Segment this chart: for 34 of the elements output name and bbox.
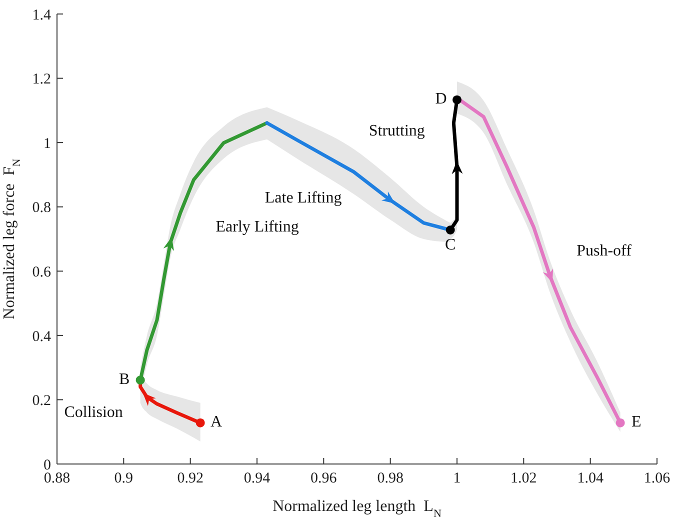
- x-tick-label: 1.02: [510, 470, 537, 487]
- y-tick-label: 1: [44, 136, 51, 152]
- y-tick-label: 0.2: [32, 393, 51, 410]
- x-axis-title: Normalized leg length L$_{N}$: [272, 498, 442, 520]
- y-tick-label: 0: [44, 457, 51, 474]
- x-tick-label: 1.04: [577, 470, 604, 487]
- annotation: B: [118, 370, 130, 388]
- annotation: Push-off: [576, 242, 632, 260]
- x-tick-label: 1: [453, 470, 461, 487]
- y-tick-label: 1.2: [32, 72, 51, 88]
- x-tick-label: 0.94: [244, 470, 271, 487]
- annotation: Early Lifting: [216, 218, 299, 236]
- annotation: E: [631, 414, 642, 431]
- annotation: Late Lifting: [264, 190, 342, 207]
- annotation: A: [210, 414, 223, 431]
- point: [136, 376, 145, 385]
- point: [452, 95, 462, 104]
- point: [446, 226, 455, 234]
- x-tick-label: 0.98: [377, 470, 404, 487]
- y-tick-label: 0.4: [32, 328, 52, 345]
- y-tick-label: 1.4: [32, 7, 52, 24]
- annotation: Strutting: [368, 122, 425, 140]
- x-tick-label: 0.92: [177, 470, 204, 487]
- point: [616, 418, 625, 428]
- annotation: C: [444, 236, 456, 254]
- annotation: Collision: [64, 404, 123, 422]
- x-tick-label: 0.96: [310, 470, 338, 487]
- y-tick-label: 0.8: [32, 200, 51, 216]
- x-tick-label: 0.88: [44, 470, 70, 487]
- annotation: D: [435, 90, 447, 108]
- point: [196, 418, 205, 428]
- y-tick-label: 0.6: [32, 264, 52, 280]
- x-tick-label: 1.06: [644, 470, 671, 487]
- x-tick-label: 0.9: [114, 470, 134, 487]
